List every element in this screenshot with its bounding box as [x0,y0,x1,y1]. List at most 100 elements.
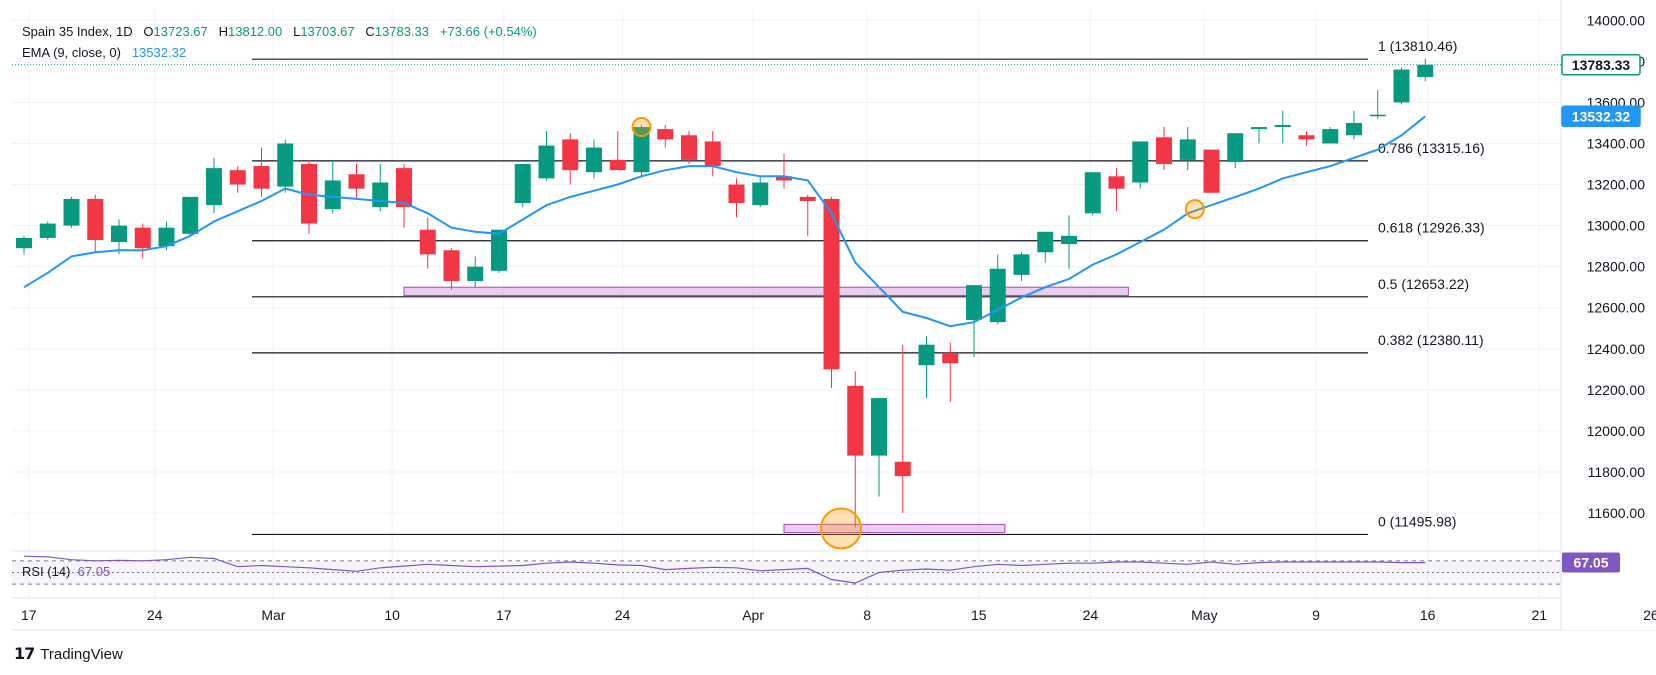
candle-body [467,266,484,282]
price-axis: 14000.0013800.0013600.0013400.0013200.00… [1561,0,1656,630]
candle [491,229,507,273]
candle [562,133,579,185]
candle [182,196,199,236]
candle-body [562,139,579,171]
candle-body [1322,129,1339,144]
brand-name: TradingView [40,645,123,663]
candle [1369,90,1386,119]
ema-label: EMA (9, close, 0) [22,45,121,60]
candle-body [966,285,982,321]
candle [1179,127,1196,171]
price-tick-label: 12600.00 [1587,300,1646,316]
candle-body [514,164,531,204]
candle-body [1013,254,1030,275]
candle [633,124,650,177]
time-tick-label: 17 [21,607,37,623]
candle-body [324,180,341,210]
candle [1274,110,1291,144]
candle-body [1227,133,1244,162]
candle-body [229,170,246,185]
candle-body [894,461,911,477]
price-tag-text: 13783.33 [1572,57,1631,73]
candle [799,194,816,236]
candle-body [87,198,104,240]
candle-body [491,229,507,271]
candle [443,248,460,290]
candle [1227,133,1244,169]
candle-body [348,174,365,189]
candle-body [989,268,1006,323]
candle-body [847,385,864,456]
candle-body [1417,64,1434,78]
candle [966,285,982,358]
candle-body [776,176,792,181]
rsi-tag-text: 67.05 [1573,555,1608,571]
candle-body [799,196,816,201]
candle-body [1132,141,1149,183]
candle [253,147,270,197]
rsi-legend: RSI (14) 67.05 [22,564,110,579]
candle-body [372,182,389,208]
candle [918,336,935,399]
candle [1013,252,1030,282]
candle [1156,127,1172,171]
change-value: +73.66 (+0.54%) [439,24,537,39]
candle-body [277,143,294,187]
time-tick-label: Apr [742,607,764,623]
price-tick-label: 12000.00 [1587,423,1646,439]
rsi-tag-box [1562,552,1620,573]
candle [514,164,531,208]
candle [1108,168,1125,212]
price-tag-text: 13532.32 [1572,108,1631,124]
candle-body [158,227,175,247]
candle-body [253,166,270,189]
time-tick-label: 9 [1312,607,1320,623]
candle-body [206,168,222,206]
time-tick-label: 24 [615,607,631,623]
time-tick-label: 24 [1083,607,1099,623]
rsi-line [23,555,1426,584]
time-tick-label: May [1191,607,1217,623]
time-tick-label: 26 [1643,607,1656,623]
candle [1251,127,1267,144]
fib-label: 0.5 (12653.22) [1378,276,1469,292]
candle [277,139,294,193]
symbol-title: Spain 35 Index, 1D [22,24,133,39]
candle-body [419,229,436,255]
tradingview-logo-icon: 𝟭𝟳 [14,646,35,663]
time-tick-label: 15 [971,607,987,623]
ema-series [23,115,1426,328]
price-tag-box [1561,54,1641,76]
rsi-tag: 67.05 [1562,552,1620,573]
price-tick-label: 13000.00 [1587,218,1646,234]
candle-body [16,237,32,249]
price-tag: 13532.32 [1561,105,1641,128]
candle [538,131,555,181]
candle-body [1179,139,1196,160]
price-tick-label: 14000.00 [1587,12,1646,28]
time-tick-label: 21 [1531,607,1547,623]
time-tick-label: 8 [863,607,871,623]
candle-body [39,223,56,238]
candle [728,178,745,218]
candle-body [752,182,769,206]
candle-body [1084,172,1101,214]
highlight-circle [820,507,862,550]
candle-body [396,168,412,208]
time-axis: 17 24 Mar 10 17 24 Apr 8 15 24 May 9 16 21 26 [21,607,1656,623]
support-zone [783,523,1006,534]
candle-body [1156,137,1172,165]
candle [1061,215,1077,269]
candle [1393,67,1410,105]
candle [1084,172,1101,216]
candle [1322,127,1339,144]
tradingview-brand[interactable]: 𝟭𝟳 TradingView [14,644,123,664]
fibonacci-levels: 1 (13810.46) 0.786 (13315.16) 0.618 (12926… [252,38,1485,536]
candle [16,235,32,255]
time-tick-label: 24 [147,607,163,623]
candle [776,153,792,189]
candle [823,196,840,388]
candle-body [728,184,745,204]
candle [467,256,484,288]
